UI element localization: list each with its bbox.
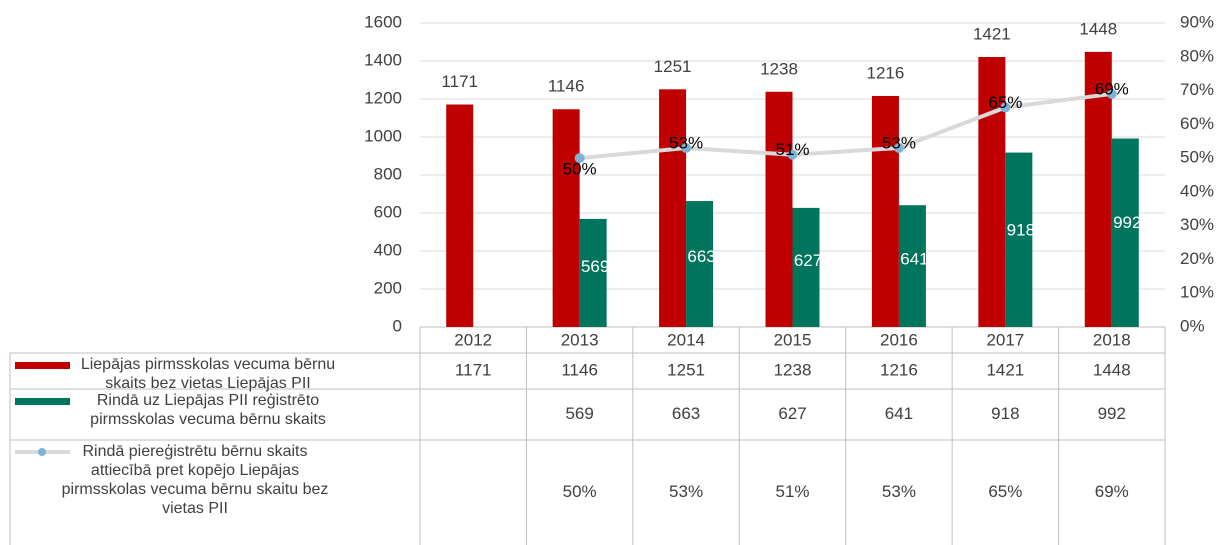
data-label: 918 <box>1007 221 1035 240</box>
data-label: 50% <box>563 160 597 179</box>
table-cell: 69% <box>1095 482 1129 501</box>
x-tick-label: 2016 <box>880 330 918 349</box>
y-tick-label: 600 <box>374 202 402 221</box>
data-label: 1251 <box>654 57 692 76</box>
table-cell: 1448 <box>1093 360 1131 379</box>
table-cell: 1146 <box>561 360 598 379</box>
table-cell: 53% <box>669 482 703 501</box>
table-cell: 50% <box>563 482 597 501</box>
table-cell: 918 <box>991 404 1019 423</box>
table-cell: 1251 <box>667 360 705 379</box>
table-cell: 1238 <box>774 360 812 379</box>
data-label: 1421 <box>973 24 1011 43</box>
table-cell: 569 <box>565 404 593 423</box>
bar <box>446 104 474 327</box>
y2-tick-label: 80% <box>1180 46 1214 65</box>
bar <box>686 201 714 327</box>
y-tick-label: 200 <box>374 278 402 297</box>
y-tick-label: 400 <box>374 240 402 259</box>
line-marker <box>681 142 692 153</box>
table-cell: 627 <box>778 404 806 423</box>
legend-key <box>15 398 70 405</box>
y-tick-label: 1000 <box>364 126 402 145</box>
y-tick-label: 0 <box>393 316 402 335</box>
bar <box>978 57 1006 327</box>
x-tick-label: 2014 <box>667 330 705 349</box>
table-cell: 1421 <box>986 360 1024 379</box>
legend-label: Rindā uz Liepājas PII reģistrēto pirmssk… <box>90 392 326 428</box>
bar <box>552 109 580 327</box>
y2-tick-label: 0% <box>1180 316 1205 335</box>
bar <box>1111 138 1139 327</box>
table-cell: 51% <box>775 482 809 501</box>
data-label: 1171 <box>441 72 478 91</box>
legend-label: Rindā piereģistrētu bērnu skaits attiecī… <box>61 443 329 517</box>
data-label: 1216 <box>867 63 905 82</box>
y2-tick-label: 10% <box>1180 283 1214 302</box>
line-marker <box>574 153 585 164</box>
line <box>579 91 1113 161</box>
table-cell: 1216 <box>880 360 918 379</box>
x-tick-label: 2017 <box>986 330 1024 349</box>
line-marker <box>1106 88 1117 99</box>
bar <box>898 205 926 327</box>
data-label: 663 <box>687 247 715 266</box>
y2-tick-label: 20% <box>1180 249 1214 268</box>
data-label: 992 <box>1113 213 1141 232</box>
y-tick-label: 1200 <box>364 88 402 107</box>
table-cell: 1171 <box>455 360 492 379</box>
y2-tick-label: 40% <box>1180 181 1214 200</box>
table-cell: 641 <box>885 404 913 423</box>
legend-label: Liepājas pirmsskolas vecuma bērnu skaits… <box>80 356 336 392</box>
table-cell: 65% <box>988 482 1022 501</box>
data-label: 1146 <box>548 77 585 96</box>
y-tick-label: 1400 <box>364 50 402 69</box>
data-label: 51% <box>775 140 809 159</box>
bar <box>765 91 793 327</box>
data-label: 569 <box>581 257 609 276</box>
legend-key-marker <box>38 448 46 456</box>
data-label: 627 <box>794 251 822 270</box>
y2-tick-label: 30% <box>1180 215 1214 234</box>
legend-key <box>15 362 70 369</box>
bar <box>579 218 607 327</box>
x-tick-label: 2018 <box>1093 330 1131 349</box>
data-label: 641 <box>900 249 928 268</box>
bar <box>659 89 687 327</box>
data-label: 65% <box>988 93 1022 112</box>
x-tick-label: 2013 <box>561 330 599 349</box>
y2-tick-label: 90% <box>1180 12 1214 31</box>
table-cell: 53% <box>882 482 916 501</box>
data-label: 1238 <box>760 59 798 78</box>
y-tick-label: 1600 <box>364 12 402 31</box>
line-marker <box>787 149 798 160</box>
bar <box>792 207 820 327</box>
y2-tick-label: 60% <box>1180 114 1214 133</box>
data-label: 53% <box>669 133 703 152</box>
data-label: 1448 <box>1079 19 1117 38</box>
x-tick-label: 2015 <box>774 330 812 349</box>
table-cell: 663 <box>672 404 700 423</box>
y-tick-label: 800 <box>374 164 402 183</box>
bar <box>1005 152 1033 327</box>
bar <box>871 95 899 328</box>
data-label: 53% <box>882 133 916 152</box>
y2-tick-label: 50% <box>1180 148 1214 167</box>
line-marker <box>893 142 904 153</box>
line-marker <box>1000 102 1011 113</box>
y2-tick-label: 70% <box>1180 80 1214 99</box>
table-cell: 992 <box>1098 404 1126 423</box>
data-label: 69% <box>1095 79 1129 98</box>
x-tick-label: 2012 <box>454 330 492 349</box>
